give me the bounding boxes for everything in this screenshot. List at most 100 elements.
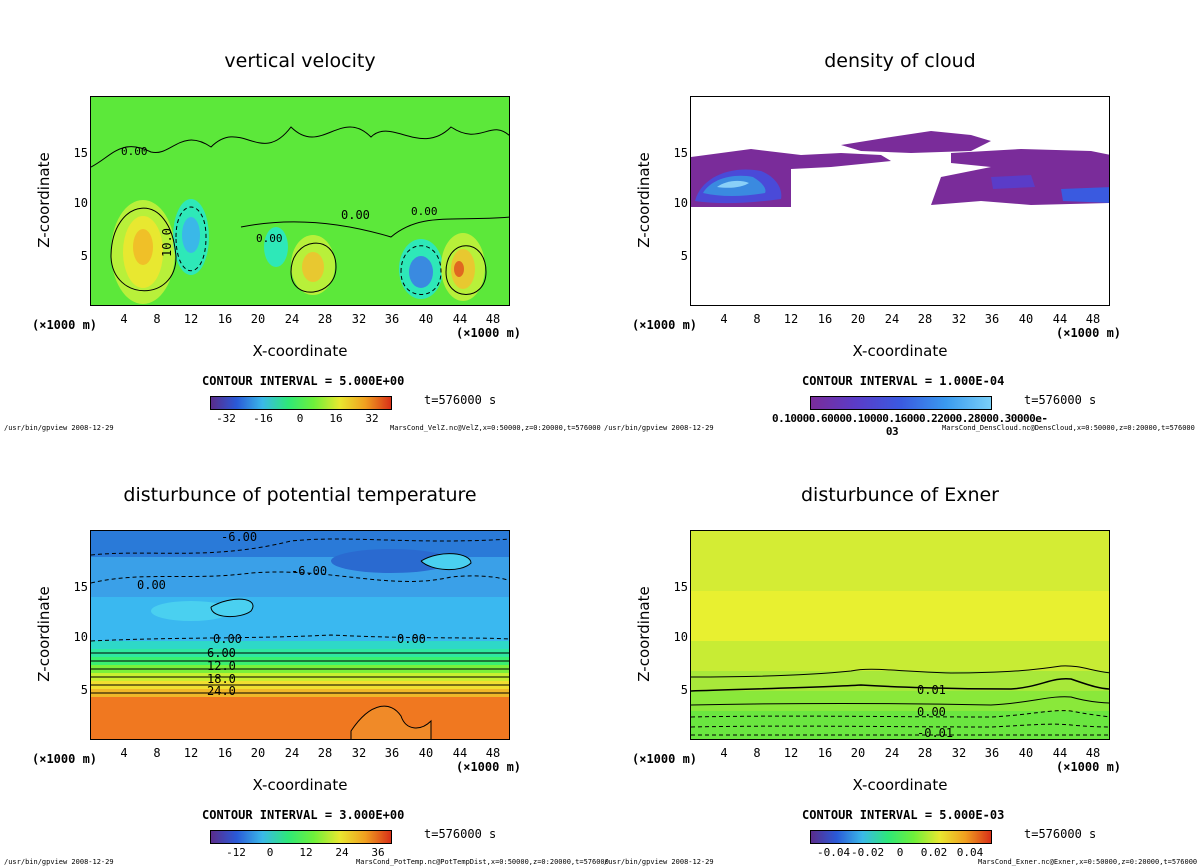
colorbar-tick: 0 <box>296 412 304 425</box>
x-tick-label: 48 <box>485 312 501 326</box>
colorbar <box>810 830 992 844</box>
x-tick-label: 40 <box>1018 746 1034 760</box>
x-tick-label: 40 <box>418 312 434 326</box>
cloud-region <box>1061 187 1109 203</box>
field-band <box>91 531 509 557</box>
x-tick-label: 32 <box>951 312 967 326</box>
field-blob <box>133 229 153 265</box>
chart-title: density of cloud <box>824 50 976 72</box>
y-tick-label: 5 <box>80 249 88 263</box>
x-tick-label: 16 <box>217 746 233 760</box>
x-unit-label: (×1000 m) <box>632 752 698 766</box>
heatmap-svg: -6.00 -6.00 0.00 0.00 0.00 6.00 12.0 18.… <box>91 531 509 739</box>
contour-line <box>400 245 442 295</box>
field-blob <box>302 252 324 282</box>
x-tick-label: 44 <box>1052 312 1068 326</box>
y-tick-label: 10 <box>73 630 88 644</box>
contour-interval: CONTOUR INTERVAL = 5.000E-03 <box>802 808 1005 822</box>
y-tick-label: 10 <box>673 196 688 210</box>
colorbar-tick: -0.04 <box>817 846 851 859</box>
contour-line <box>91 126 509 168</box>
x-tick-label: 24 <box>884 312 900 326</box>
colorbar <box>810 396 992 410</box>
y-tick-label: 10 <box>73 196 88 210</box>
field-blob <box>151 601 231 621</box>
footer-source: MarsCond_VelZ.nc@VelZ,x=0:50000,z=0:2000… <box>390 424 601 432</box>
field-blob <box>182 217 200 253</box>
field-blob <box>264 227 288 267</box>
colorbar-tick: 0 <box>896 846 904 859</box>
x-tick-label: 16 <box>817 746 833 760</box>
x-tick-label: 40 <box>418 746 434 760</box>
contour-line <box>445 245 487 295</box>
contour-line <box>290 242 337 293</box>
time-label: t=576000 s <box>424 393 497 407</box>
heatmap-svg: 0.01 0.00 -0.01 <box>691 531 1109 740</box>
x-tick-label: 44 <box>452 746 468 760</box>
contour-line <box>110 207 177 292</box>
time-label: t=576000 s <box>1024 393 1097 407</box>
x-axis-label: X-coordinate <box>852 342 948 360</box>
footer-program: /usr/bin/gpview 2008-12-29 <box>4 858 114 866</box>
x-tick-label: 48 <box>485 746 501 760</box>
x-tick-label: 20 <box>250 746 266 760</box>
x-tick-label: 4 <box>720 746 728 760</box>
colorbar-tick: 0.02 <box>920 846 948 859</box>
cloud-region <box>717 180 749 188</box>
contour-interval: CONTOUR INTERVAL = 1.000E-04 <box>802 374 1005 388</box>
panel-density-of-cloud: density of cloud Z-coordinate 15 10 5 4 … <box>600 0 1200 438</box>
contour-label: 0.00 <box>137 578 166 592</box>
contour-label: 6.00 <box>207 646 236 660</box>
field-blob <box>454 261 464 277</box>
x-unit-label: (×1000 m) <box>632 318 698 332</box>
contour-label: 0.00 <box>341 208 370 222</box>
field-band <box>691 711 1109 739</box>
x-unit-label: (×1000 m) <box>456 326 522 340</box>
x-unit-label: (×1000 m) <box>456 760 522 774</box>
x-tick-label: 24 <box>284 746 300 760</box>
heatmap-svg <box>691 131 1109 207</box>
field-band <box>691 691 1109 711</box>
x-axis-label: X-coordinate <box>252 342 348 360</box>
x-tick-label: 24 <box>284 312 300 326</box>
contour-label: 0.00 <box>121 145 148 158</box>
x-axis-label: X-coordinate <box>852 776 948 794</box>
x-tick-label: 20 <box>250 312 266 326</box>
colorbar-tick: -32 <box>216 412 236 425</box>
contour-line <box>91 571 509 584</box>
y-tick-label: 5 <box>680 249 688 263</box>
panel-exner: disturbunce of Exner 0.01 0.00 -0.01 Z-c… <box>600 434 1200 868</box>
colorbar-tick: 36 <box>371 846 385 859</box>
field-band <box>691 641 1109 671</box>
contour-label: -6.00 <box>291 564 327 578</box>
field-band <box>91 597 509 641</box>
contour-line <box>210 598 254 617</box>
contour-line <box>691 665 1109 678</box>
x-tick-label: 12 <box>783 746 799 760</box>
x-unit-label: (×1000 m) <box>1056 326 1122 340</box>
x-tick-label: 8 <box>153 312 161 326</box>
y-axis-label: Z-coordinate <box>35 586 53 682</box>
x-tick-label: 36 <box>384 746 400 760</box>
y-axis-label: Z-coordinate <box>635 586 653 682</box>
contour-line <box>691 723 1109 728</box>
y-tick-label: 5 <box>80 683 88 697</box>
x-tick-label: 8 <box>753 746 761 760</box>
contour-label: -0.01 <box>917 726 953 740</box>
colorbar-tick: -0.02 <box>851 846 885 859</box>
plot-area <box>690 96 1110 306</box>
x-tick-label: 16 <box>817 312 833 326</box>
contour-label: 0.00 <box>256 232 283 245</box>
x-tick-label: 4 <box>720 312 728 326</box>
x-unit-label: (×1000 m) <box>1056 760 1122 774</box>
x-tick-label: 40 <box>1018 312 1034 326</box>
x-tick-label: 36 <box>984 746 1000 760</box>
footer-source: MarsCond_Exner.nc@Exner,x=0:50000,z=0:20… <box>978 858 1198 866</box>
contour-interval: CONTOUR INTERVAL = 3.000E+00 <box>202 808 405 822</box>
x-tick-label: 28 <box>917 746 933 760</box>
footer-program: /usr/bin/gpview 2008-12-29 <box>4 424 114 432</box>
contour-label: 0.01 <box>917 683 946 697</box>
y-tick-label: 5 <box>680 683 688 697</box>
field-band <box>691 671 1109 691</box>
footer-program: /usr/bin/gpview 2008-12-29 <box>604 858 714 866</box>
